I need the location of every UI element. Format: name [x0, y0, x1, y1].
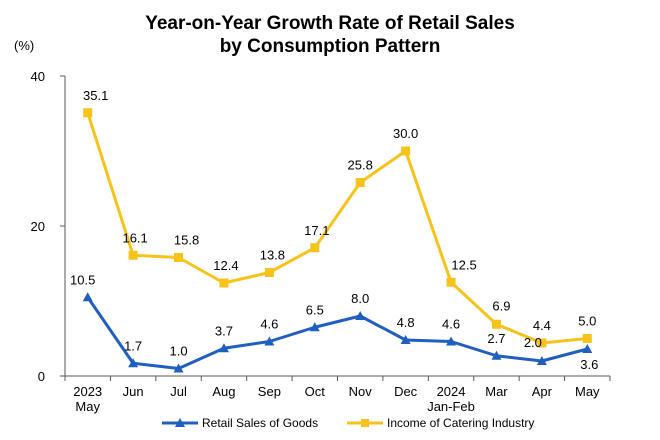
data-label: 30.0 [393, 126, 418, 141]
series-line-2 [86, 112, 588, 345]
data-label: 8.0 [351, 291, 369, 306]
chart-title-line1: Year-on-Year Growth Rate of Retail Sales [145, 13, 515, 34]
data-label: 17.1 [304, 223, 329, 238]
series-2-point [174, 253, 184, 262]
series-1-point [355, 311, 366, 320]
data-label: 6.9 [492, 298, 510, 313]
x-tick-label: Nov [349, 384, 373, 399]
data-label: 16.1 [122, 230, 147, 245]
series-1-point [582, 344, 593, 353]
x-tick-label: Oct [305, 384, 326, 399]
x-tick-label: Apr [532, 384, 553, 399]
data-label: 5.0 [578, 314, 596, 329]
data-label: 2.7 [487, 331, 505, 346]
data-label: 1.0 [170, 344, 188, 359]
legend-label-2: Income of Catering Industry [387, 416, 534, 430]
data-label: 13.8 [260, 248, 285, 263]
series-1-point [400, 335, 411, 344]
series-2-point [537, 338, 547, 348]
x-tick-label: Dec [394, 384, 418, 399]
data-label: 10.5 [70, 272, 95, 287]
series-2-point [310, 243, 320, 253]
series-1-point [309, 322, 320, 332]
data-label: 4.8 [397, 315, 415, 330]
data-label: 3.7 [215, 323, 233, 338]
x-tick-label: 2023 [73, 384, 102, 399]
data-label: 12.5 [451, 257, 476, 272]
data-label: 4.4 [533, 318, 551, 333]
series-2-point [446, 277, 456, 287]
series-1-point [536, 356, 547, 365]
x-tick-label: May [75, 399, 100, 414]
y-tick-label: 20 [31, 219, 45, 234]
series-2-point [128, 250, 138, 260]
series-2-point [491, 319, 501, 329]
series-2-point [355, 178, 365, 187]
x-tick-label: Aug [212, 384, 235, 399]
legend-label-1: Retail Sales of Goods [202, 416, 318, 430]
series-2-point [83, 108, 93, 118]
data-label: 1.7 [124, 338, 142, 353]
data-label: 25.8 [348, 158, 373, 173]
data-label: 4.6 [442, 317, 460, 332]
y-tick-label: 40 [31, 69, 45, 84]
legend-marker-square [361, 419, 369, 427]
data-label: 3.6 [580, 357, 598, 372]
data-label: 15.8 [174, 233, 199, 248]
series-1-point [128, 358, 139, 368]
x-tick-label: Jul [170, 384, 187, 399]
series-1-point [491, 350, 502, 360]
y-tick-label: 0 [38, 369, 45, 384]
y-axis-unit: (%) [14, 38, 35, 53]
x-tick-label: 2024 [437, 384, 466, 399]
data-labels: 10.5 1.7 1.0 3.7 4.6 6.5 8.0 4.8 4.6 2.7 2.0 3.6 35.… [70, 88, 598, 372]
data-label: 12.4 [213, 258, 238, 273]
series-2-point [264, 268, 274, 277]
series-2-point [219, 278, 229, 288]
series-layer [82, 108, 593, 373]
x-tick-label: Sep [258, 384, 281, 399]
series-line-1 [86, 296, 588, 370]
data-label: 6.5 [306, 302, 324, 317]
series-1-point [82, 292, 93, 302]
legend-marker-triangle [175, 418, 185, 427]
legend: Retail Sales of Goods Income of Catering … [162, 416, 534, 430]
x-tick-label: May [575, 384, 600, 399]
x-tick-label: Jun [123, 384, 144, 399]
data-label: 35.1 [83, 88, 108, 103]
series-2-point [582, 334, 592, 343]
x-tick-label: Mar [485, 384, 508, 399]
data-label: 2.0 [524, 335, 542, 350]
series-2-point [401, 146, 411, 156]
series-1-point [264, 336, 275, 346]
data-label: 4.6 [260, 317, 278, 332]
series-1-point [218, 343, 229, 353]
x-tick-label: Jan-Feb [427, 399, 475, 414]
series-1-point [446, 336, 457, 346]
chart-title-line2: by Consumption Pattern [219, 36, 441, 57]
series-1-point [173, 363, 184, 373]
